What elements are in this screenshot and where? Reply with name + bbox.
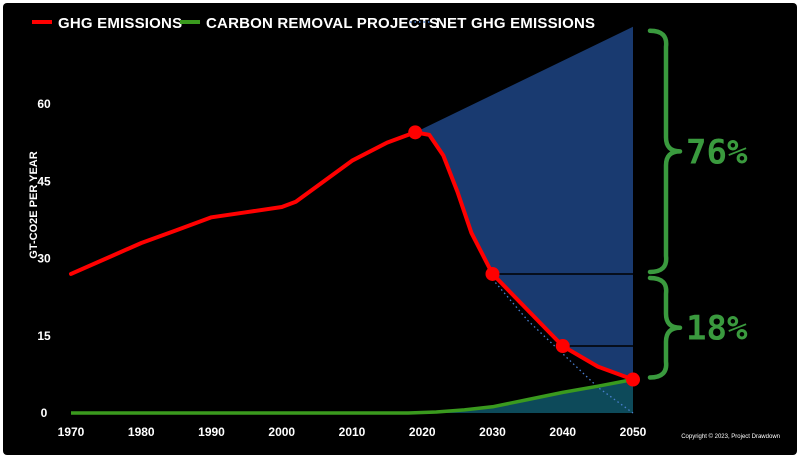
plot-area	[69, 26, 640, 415]
annotation-brace	[647, 28, 683, 275]
ghg-marker	[555, 339, 570, 354]
legend: GHG EMISSIONS CARBON REMOVAL PROJECTSNET …	[32, 15, 595, 32]
x-tick-label: 2010	[339, 425, 366, 439]
y-tick-label: 30	[37, 252, 51, 266]
ghg-marker	[485, 266, 500, 281]
shaded-region	[415, 26, 633, 413]
ghg-marker	[408, 125, 423, 140]
x-tick-label: 1980	[128, 425, 155, 439]
carbon-removal-line	[71, 377, 634, 415]
x-tick-label: 2040	[549, 425, 576, 439]
annotations: 76% 18%	[647, 28, 748, 380]
y-ticks: 0 15 30 45 60	[37, 97, 51, 420]
y-tick-label: 0	[41, 406, 48, 420]
x-tick-label: 2050	[620, 425, 647, 439]
legend-label: NET GHG EMISSIONS	[436, 15, 595, 32]
y-tick-label: 15	[37, 329, 51, 343]
x-tick-label: 1970	[58, 425, 85, 439]
y-tick-label: 60	[37, 97, 51, 111]
x-tick-label: 2000	[268, 425, 295, 439]
annotation-label: 18%	[686, 309, 748, 349]
legend-label: GHG EMISSIONS	[58, 15, 182, 32]
net-emissions-line	[492, 278, 634, 414]
annotation-brace	[647, 275, 683, 380]
annotation-label: 76%	[686, 132, 748, 172]
ghg-marker	[626, 372, 640, 387]
x-tick-label: 1990	[198, 425, 225, 439]
copyright-text: Copyright © 2023, Project Drawdown	[681, 433, 780, 440]
y-axis-label: GT-CO2E PER YEAR	[28, 151, 40, 258]
legend-label: CARBON REMOVAL PROJECTS	[206, 15, 439, 32]
y-tick-label: 45	[37, 174, 51, 188]
removal-area	[436, 379, 633, 413]
x-tick-label: 2030	[479, 425, 506, 439]
ghg-emissions-line	[69, 130, 635, 382]
x-tick-label: 2020	[409, 425, 436, 439]
x-ticks: 1970 1980 1990 2000 2010 2020 2030 2040 2050	[58, 425, 647, 439]
